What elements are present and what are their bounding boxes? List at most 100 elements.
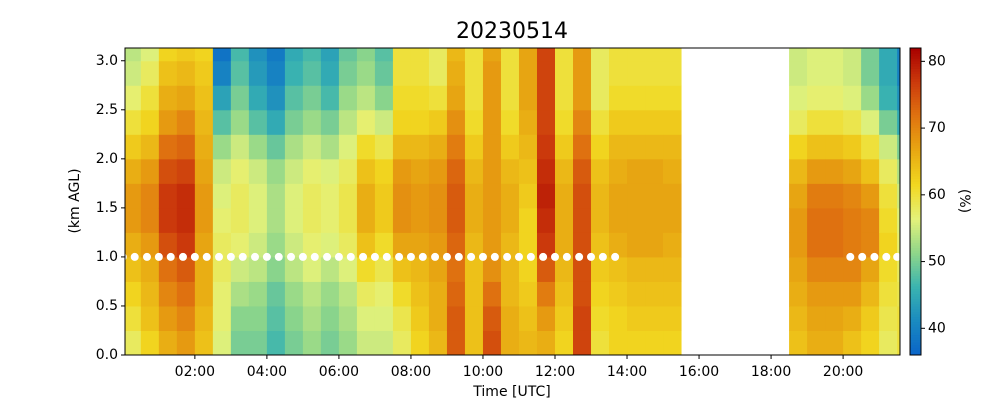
colorbar-segment [910, 188, 921, 192]
cell [320, 256, 340, 282]
cell [663, 158, 682, 184]
cell [320, 109, 340, 135]
cell [645, 109, 664, 135]
cell [125, 85, 142, 111]
cell [428, 134, 448, 160]
cell [554, 85, 574, 111]
cell [428, 256, 448, 282]
colorbar-segment [910, 181, 921, 185]
cell [536, 60, 556, 86]
cell [230, 60, 250, 86]
colorbar-segment [910, 278, 921, 282]
colorbar-segment [910, 163, 921, 167]
cell [879, 183, 898, 209]
cell [446, 85, 466, 111]
colorbar-segment [910, 331, 921, 336]
cell [807, 330, 826, 355]
cell [230, 134, 250, 160]
cell [410, 330, 430, 355]
cell [140, 134, 160, 160]
cell [356, 305, 376, 331]
cell [374, 109, 394, 135]
cell [518, 48, 538, 62]
cell [212, 232, 232, 258]
cell [500, 60, 520, 86]
cell [176, 134, 196, 160]
cell [897, 85, 900, 111]
cell [284, 330, 304, 355]
y-tick-label: 2.0 [96, 151, 118, 167]
cell [392, 330, 412, 355]
y-tick-label: 1.0 [96, 249, 118, 265]
colorbar-segment [910, 122, 921, 126]
cell [536, 109, 556, 135]
cell [374, 158, 394, 184]
cell [212, 109, 232, 135]
cell [645, 232, 664, 258]
colorbar-segment [910, 173, 921, 177]
colorbar-segment [910, 337, 921, 341]
cell [212, 134, 232, 160]
cell [807, 232, 826, 258]
cell [125, 109, 142, 135]
cell [843, 60, 862, 86]
x-tick-label: 06:00 [319, 364, 359, 380]
colorbar-segment [910, 250, 921, 254]
cell [158, 330, 178, 355]
cell [410, 109, 430, 135]
cell [230, 281, 250, 307]
cell [392, 256, 412, 282]
cell [861, 158, 880, 184]
marker [431, 252, 440, 261]
cell [897, 256, 900, 282]
cell [158, 256, 178, 282]
cell [591, 60, 610, 86]
heatmap [125, 48, 900, 355]
cell [807, 158, 826, 184]
cell [861, 330, 880, 355]
cell [663, 207, 682, 233]
cell [284, 232, 304, 258]
colorbar-tick-label: 50 [928, 254, 946, 270]
cell [663, 305, 682, 331]
cell [843, 207, 862, 233]
cell [843, 85, 862, 111]
colorbar-segment [910, 168, 921, 172]
colorbar-segment [910, 265, 921, 269]
cell [825, 109, 844, 135]
cell [645, 60, 664, 86]
marker [214, 252, 223, 261]
colorbar-segment [910, 244, 921, 249]
colorbar-segment [910, 68, 921, 72]
colorbar-segment [910, 111, 921, 116]
colorbar-segment [910, 283, 921, 287]
cell [861, 134, 880, 160]
cell [573, 305, 592, 331]
cell [663, 232, 682, 258]
cell [446, 48, 466, 62]
marker [406, 252, 415, 261]
cell [266, 207, 286, 233]
cell [663, 134, 682, 160]
cell [338, 60, 358, 86]
cell [125, 281, 142, 307]
cell [482, 85, 502, 111]
cell [573, 158, 592, 184]
colorbar-segment [910, 73, 921, 77]
cell [591, 232, 610, 258]
cell [284, 134, 304, 160]
cell [176, 330, 196, 355]
cell [302, 60, 322, 86]
colorbar-segment [910, 268, 921, 272]
cell [410, 48, 430, 62]
marker [503, 252, 512, 261]
colorbar-segment [910, 237, 921, 241]
cell [176, 60, 196, 86]
cell [356, 256, 376, 282]
cell [554, 256, 574, 282]
cell [410, 256, 430, 282]
cell [609, 281, 628, 307]
marker [178, 252, 187, 261]
cell [194, 48, 214, 62]
cell [176, 85, 196, 111]
